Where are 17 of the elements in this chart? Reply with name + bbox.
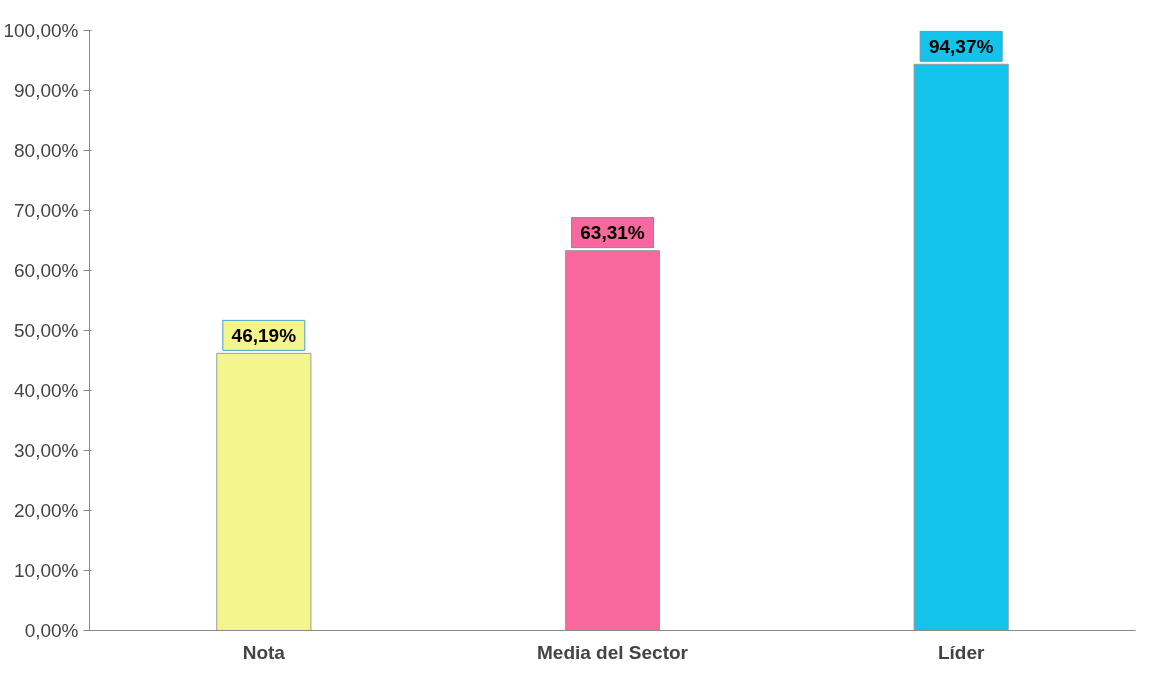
y-tick-label: 40,00% <box>14 380 79 401</box>
data-label: 94,37% <box>928 35 994 57</box>
y-tick-label: 70,00% <box>14 200 79 221</box>
y-tick-label: 30,00% <box>14 440 79 461</box>
y-tick-label: 100,00% <box>3 20 79 41</box>
y-tick-label: 0,00% <box>24 620 79 641</box>
x-tick-label: Media del Sector <box>537 641 689 663</box>
x-tick-label: Líder <box>937 641 985 663</box>
data-label: 63,31% <box>580 222 645 244</box>
data-label: 46,19% <box>231 324 297 346</box>
x-tick-label: Nota <box>242 641 286 663</box>
y-tick-label: 60,00% <box>14 260 79 281</box>
y-tick-label: 20,00% <box>14 500 79 521</box>
y-tick-label: 10,00% <box>14 560 79 581</box>
y-tick-label: 80,00% <box>14 140 79 161</box>
y-tick-label: 50,00% <box>14 320 79 341</box>
y-tick-label: 90,00% <box>14 80 79 101</box>
